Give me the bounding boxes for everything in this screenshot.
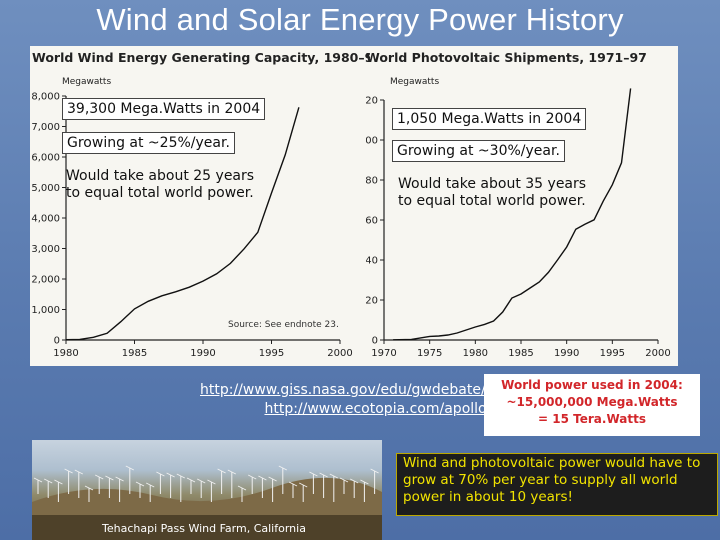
turbine-blade [176,473,185,479]
turbine-blade [299,482,308,488]
wind-annotation-capacity: 39,300 Mega.Watts in 2004 [62,98,266,120]
turbine-blade [166,472,175,478]
turbine-blade [207,479,216,485]
turbine-blade [84,485,94,491]
pv-y-tick-label: 100 [366,136,378,147]
conclusion-box: Wind and photovoltaic power would have t… [396,453,718,516]
pv-series-line [393,88,632,341]
turbine-blade [197,478,206,484]
world-power-line3: = 15 Tera.Watts [538,412,646,426]
wind-annotation-years-line2: to equal total world power. [66,185,254,201]
turbine-blade [278,465,287,471]
turbine-blade [64,468,73,474]
turbine-blade [319,472,328,478]
pv-y-tick-label: 80 [366,176,378,187]
turbine-blade [146,482,155,488]
wind-x-tick-label: 1980 [53,348,78,359]
turbine-blade [370,468,379,474]
wind-chart-svg: World Wind Energy Generating Capacity, 1… [31,50,370,360]
turbine-blade [95,474,104,480]
pv-annotation-growth: Growing at ~30%/year. [392,140,565,162]
wind-x-tick-label: 2000 [327,348,352,359]
pv-x-tick-label: 1970 [371,348,396,359]
turbine-blade [125,465,134,471]
turbine-blade [217,468,226,474]
turbine-blade [135,481,145,487]
wind-y-unit: Megawatts [62,77,111,87]
wind-annotation-years-line1: Would take about 25 years [66,168,255,184]
turbine-blade [268,476,277,482]
wind-chart: World Wind Energy Generating Capacity, 1… [30,46,370,366]
wind-y-tick-label: 1,000 [31,305,60,316]
pv-y-tick-label: 40 [366,256,378,267]
wind-annotation-years: Would take about 25 years to equal total… [66,168,254,202]
turbine-blade [329,473,338,479]
world-power-box: World power used in 2004: ~15,000,000 Me… [484,374,700,436]
pv-chart: World Photovoltaic Shipments, 1971–97 Me… [366,46,678,366]
wind-y-tick-label: 7,000 [31,122,60,133]
wind-farm-photo [32,440,382,540]
pv-y-tick-label: 20 [366,296,378,307]
turbine-blade [44,478,53,484]
world-power-line1: World power used in 2004: [501,378,683,392]
pv-chart-svg: World Photovoltaic Shipments, 1971–97 Me… [366,50,671,360]
turbine-blade [227,469,236,475]
turbine-blade [33,477,43,483]
turbine-blade [288,481,298,487]
turbine-blade [105,475,114,481]
wind-y-tick-label: 6,000 [31,153,60,164]
pv-chart-title: World Photovoltaic Shipments, 1971–97 [366,50,647,65]
pv-annotation-years-line2: to equal total world power. [398,193,586,209]
pv-y-tick-label: 120 [366,96,378,107]
wind-x-tick-label: 1985 [122,348,147,359]
ecotopia-link[interactable]: http://www.ecotopia.com/apollo2 [264,401,496,417]
wind-y-tick-label: 5,000 [31,183,60,194]
turbine-blade [237,485,247,491]
turbine-blade [115,476,124,482]
wind-x-tick-label: 1995 [259,348,284,359]
slide-title: Wind and Solar Energy Power History [96,2,624,37]
wind-series [65,107,300,341]
pv-x-tick-label: 1985 [508,348,533,359]
pv-x-tick-label: 2000 [645,348,670,359]
turbine-blade [248,474,257,480]
pv-x-tick-label: 1990 [554,348,579,359]
turbine-blade [339,477,349,483]
pv-annotation-years: Would take about 35 years to equal total… [398,176,586,210]
wind-annotation-growth: Growing at ~25%/year. [62,132,235,154]
wind-axes: 0 1,000 2,000 3,000 4,000 5,000 6,000 7,000 8,00… [31,92,352,360]
turbine-blade [360,479,369,485]
wind-series-line [65,107,300,341]
turbine-blade [186,477,196,483]
wind-y-tick-label: 8,000 [31,92,60,103]
turbine-blade [309,471,318,477]
wind-chart-title: World Wind Energy Generating Capacity, 1… [32,50,370,65]
pv-y-tick-label: 60 [366,216,378,227]
pv-x-tick-label: 1975 [417,348,442,359]
turbine-blade [74,469,83,475]
turbine-blade [258,475,267,481]
pv-x-tick-label: 1995 [600,348,625,359]
world-power-line2: ~15,000,000 Mega.Watts [506,395,678,409]
pv-axes: 0 20 40 60 80 100 120 1970 1975 1980 1985 1990 1995 2… [366,96,671,360]
wind-source: Source: See endnote 23. [228,320,339,330]
wind-y-tick-label: 3,000 [31,244,60,255]
turbine-blade [156,471,165,477]
pv-annotation-years-line1: Would take about 35 years [398,176,587,192]
wind-farm-turbines [32,465,382,540]
pv-y-unit: Megawatts [390,77,439,87]
ridge-shape [32,477,382,515]
pv-series [393,88,632,341]
wind-y-tick-label: 4,000 [31,214,60,225]
pv-annotation-capacity: 1,050 Mega.Watts in 2004 [392,108,587,130]
turbine-blade [54,479,63,485]
photo-caption: Tehachapi Pass Wind Farm, California [102,522,306,535]
wind-y-tick-label: 2,000 [31,275,60,286]
turbine-blade [350,478,359,484]
pv-x-tick-label: 1980 [463,348,488,359]
pv-y-tick-label: 0 [372,336,378,347]
wind-x-tick-label: 1990 [190,348,215,359]
wind-y-tick-label: 0 [54,336,60,347]
